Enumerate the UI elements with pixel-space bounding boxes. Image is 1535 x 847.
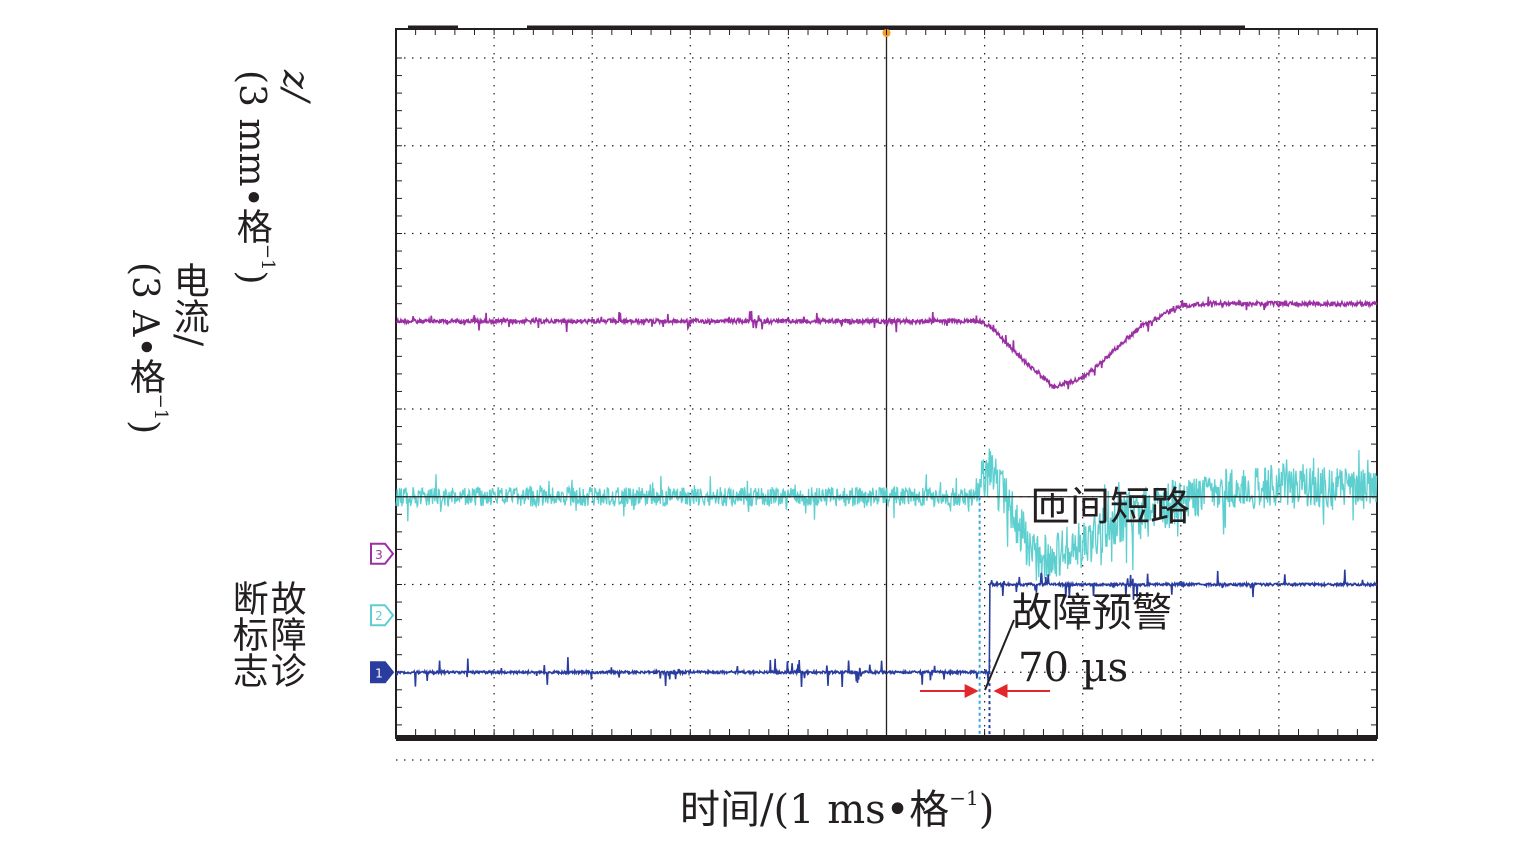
warning-label: 故障预警 [1012,590,1172,636]
channel-marker-flag [370,661,395,684]
arrow-right-head [993,684,1008,698]
x-label-main: 时间/(1 ms•格 [680,787,950,833]
x-label-close: ) [978,787,995,833]
interval-label: 70 µs [1018,645,1129,691]
z-label-sup: −1 [256,243,278,271]
annotations-graphics [920,496,1050,735]
trace-flag [395,569,1378,688]
channel-marker-number: 1 [375,666,383,680]
current-axis-label: 电流/ (3 A•格−1) [123,262,209,512]
current-label-line1: 电流/ [167,262,209,347]
flag-axis-label: 故障诊 断标志 [226,580,306,740]
current-label-close: ) [123,420,165,435]
x-label-sup: −1 [949,786,979,810]
traces [395,296,1378,688]
channel-markers: 3 2 1 [370,542,395,684]
z-axis-label: z/ (3 mm•格−1) [230,70,316,370]
channel-marker-number: 2 [375,609,383,623]
flag-label-line1: 故障诊 [264,580,306,688]
z-label-line2: (3 mm•格 [230,70,272,244]
z-label-close: ) [230,270,272,285]
arrow-left-head [964,684,979,698]
flag-label-line2: 断标志 [226,580,268,688]
warning-pointer [984,619,1015,691]
channel-marker-z [370,542,395,565]
channel-marker-number: 3 [375,548,383,562]
z-label-line1: z/ [274,70,316,102]
grid [395,25,1378,761]
current-label-line2: (3 A•格 [123,262,165,394]
trace-z [395,296,1378,390]
x-axis-label: 时间/(1 ms•格−1) [680,788,994,830]
current-label-sup: −1 [149,393,171,421]
channel-marker-current [370,604,395,627]
short-circuit-label: 匝间短路 [1030,484,1190,530]
